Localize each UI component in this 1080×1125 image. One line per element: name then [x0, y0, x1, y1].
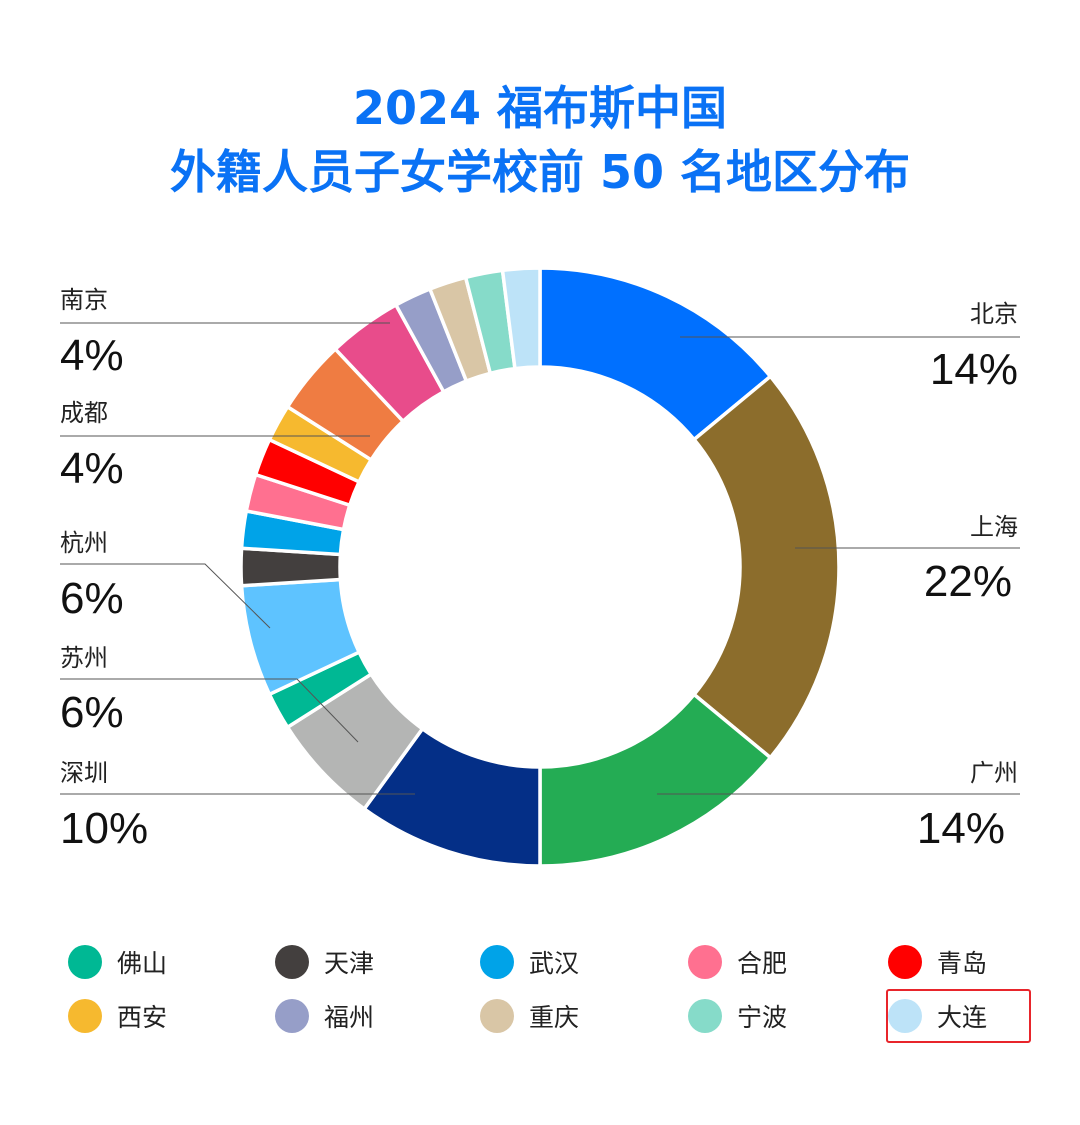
legend-label-武汉: 武汉: [529, 949, 579, 978]
legend-swatch-重庆: [480, 999, 514, 1033]
legend-highlight-box: [886, 989, 1031, 1043]
leader-line-杭州: [60, 563, 271, 629]
callout-label-杭州: 杭州: [60, 529, 108, 557]
donut-slice-大连: [500, 266, 542, 371]
legend-swatch-大连: [888, 999, 922, 1033]
callout-label-深圳: 深圳: [60, 759, 108, 787]
callout-label-苏州: 苏州: [60, 644, 108, 672]
callout-value-广州: 14%: [917, 804, 1005, 853]
callout-value-深圳: 10%: [60, 804, 148, 853]
callout-value-杭州: 6%: [60, 574, 124, 623]
legend-label-大连: 大连: [937, 1003, 987, 1032]
legend-swatch-西安: [68, 999, 102, 1033]
legend-label-佛山: 佛山: [117, 949, 167, 978]
callout-value-苏州: 6%: [60, 688, 124, 737]
donut-slice-上海: [691, 373, 841, 761]
legend-swatch-宁波: [688, 999, 722, 1033]
callout-value-北京: 14%: [930, 345, 1018, 394]
leader-line-苏州: [60, 678, 359, 743]
callout-value-成都: 4%: [60, 444, 124, 493]
legend-label-宁波: 宁波: [737, 1003, 787, 1032]
legend-label-合肥: 合肥: [737, 949, 787, 978]
legend-label-重庆: 重庆: [529, 1003, 579, 1032]
callout-value-上海: 22%: [924, 557, 1012, 606]
legend-swatch-佛山: [68, 945, 102, 979]
legend-swatch-武汉: [480, 945, 514, 979]
legend-label-西安: 西安: [117, 1003, 167, 1032]
legend-label-青岛: 青岛: [937, 949, 987, 978]
callout-label-广州: 广州: [970, 759, 1018, 787]
legend-swatch-福州: [275, 999, 309, 1033]
legend-label-天津: 天津: [324, 949, 374, 978]
callout-value-南京: 4%: [60, 331, 124, 380]
chart-title-line2: 外籍人员子女学校前 50 名地区分布: [169, 145, 911, 199]
callout-label-上海: 上海: [970, 513, 1018, 541]
callout-label-北京: 北京: [970, 300, 1018, 328]
legend-swatch-天津: [275, 945, 309, 979]
callout-label-成都: 成都: [60, 399, 108, 427]
callout-label-南京: 南京: [60, 286, 108, 314]
legend-swatch-合肥: [688, 945, 722, 979]
legend-swatch-青岛: [888, 945, 922, 979]
chart-title-line1: 2024 福布斯中国: [352, 81, 728, 135]
legend-label-福州: 福州: [324, 1003, 374, 1032]
